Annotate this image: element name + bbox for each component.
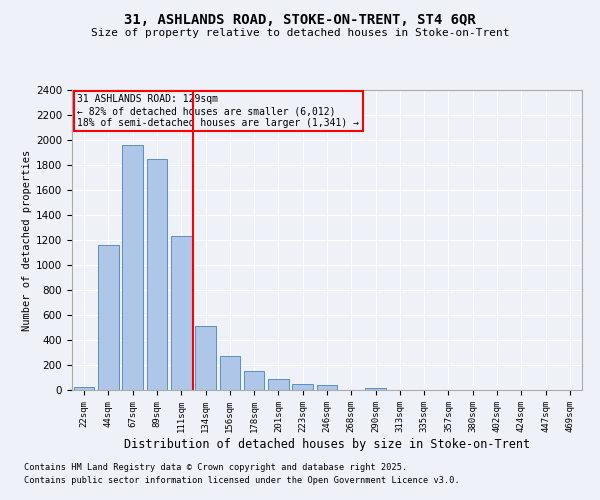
Bar <box>74 387 94 390</box>
Y-axis label: Number of detached properties: Number of detached properties <box>22 150 32 330</box>
Bar <box>98 245 119 390</box>
Text: Contains HM Land Registry data © Crown copyright and database right 2025.: Contains HM Land Registry data © Crown c… <box>24 464 407 472</box>
Bar <box>195 326 216 390</box>
Bar <box>244 370 265 390</box>
X-axis label: Distribution of detached houses by size in Stoke-on-Trent: Distribution of detached houses by size … <box>124 438 530 450</box>
Bar <box>220 356 240 390</box>
Text: Contains public sector information licensed under the Open Government Licence v3: Contains public sector information licen… <box>24 476 460 485</box>
Text: 31, ASHLANDS ROAD, STOKE-ON-TRENT, ST4 6QR: 31, ASHLANDS ROAD, STOKE-ON-TRENT, ST4 6… <box>124 12 476 26</box>
Bar <box>268 379 289 390</box>
Bar <box>365 388 386 390</box>
Bar <box>292 384 313 390</box>
Bar <box>317 385 337 390</box>
Text: 31 ASHLANDS ROAD: 129sqm
← 82% of detached houses are smaller (6,012)
18% of sem: 31 ASHLANDS ROAD: 129sqm ← 82% of detach… <box>77 94 359 128</box>
Bar <box>171 236 191 390</box>
Text: Size of property relative to detached houses in Stoke-on-Trent: Size of property relative to detached ho… <box>91 28 509 38</box>
Bar <box>122 145 143 390</box>
Bar <box>146 159 167 390</box>
